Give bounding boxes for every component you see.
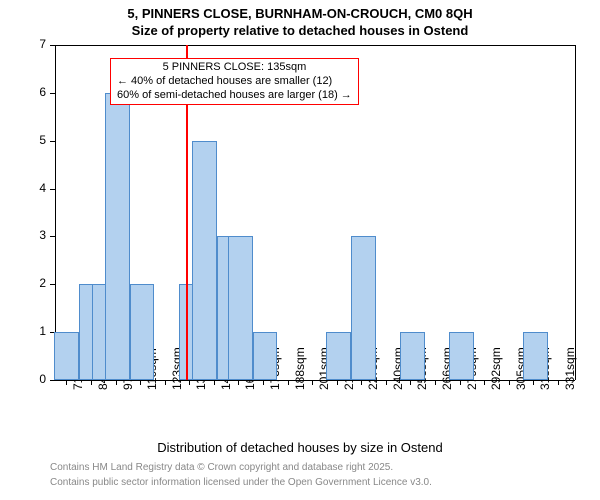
y-tick-label: 7	[0, 37, 46, 51]
footer-line2: Contains public sector information licen…	[50, 477, 432, 488]
histogram-bar	[351, 236, 376, 380]
annotation-line2: ← 40% of detached houses are smaller (12…	[117, 75, 352, 89]
x-tick	[361, 380, 362, 385]
y-tick-label: 3	[0, 228, 46, 242]
y-tick-label: 2	[0, 276, 46, 290]
histogram-bar	[192, 141, 217, 380]
x-axis-label: Distribution of detached houses by size …	[0, 440, 600, 455]
annotation-line3: 60% of semi-detached houses are larger (…	[117, 89, 352, 103]
histogram-bar	[228, 236, 253, 380]
x-tick-label: 292sqm	[489, 347, 503, 390]
x-tick	[66, 380, 67, 385]
x-tick	[263, 380, 264, 385]
x-axis-line-top	[55, 45, 575, 46]
x-tick	[337, 380, 338, 385]
x-tick	[410, 380, 411, 385]
x-tick	[238, 380, 239, 385]
x-tick	[435, 380, 436, 385]
y-tick	[50, 141, 55, 142]
histogram-bar	[54, 332, 79, 380]
y-tick	[50, 236, 55, 237]
x-tick	[460, 380, 461, 385]
x-tick-label: 331sqm	[563, 347, 577, 390]
x-tick	[214, 380, 215, 385]
histogram-bar	[253, 332, 278, 380]
footer-line1: Contains HM Land Registry data © Crown c…	[50, 462, 393, 473]
histogram-bar	[523, 332, 548, 380]
x-tick	[484, 380, 485, 385]
annotation-box: 5 PINNERS CLOSE: 135sqm← 40% of detached…	[110, 58, 359, 105]
x-tick	[288, 380, 289, 385]
chart-title-line2: Size of property relative to detached ho…	[0, 23, 600, 38]
chart-container: { "title_line1": "5, PINNERS CLOSE, BURN…	[0, 0, 600, 500]
y-tick-label: 4	[0, 181, 46, 195]
x-tick	[116, 380, 117, 385]
histogram-bar	[130, 284, 155, 380]
histogram-bar	[105, 93, 130, 380]
x-tick	[140, 380, 141, 385]
y-tick	[50, 93, 55, 94]
annotation-line1: 5 PINNERS CLOSE: 135sqm	[117, 61, 352, 75]
y-tick	[50, 284, 55, 285]
x-tick	[312, 380, 313, 385]
y-tick-label: 1	[0, 324, 46, 338]
y-tick	[50, 189, 55, 190]
y-tick-label: 0	[0, 372, 46, 386]
y-tick-label: 5	[0, 133, 46, 147]
x-tick	[165, 380, 166, 385]
y-axis-line	[55, 45, 56, 380]
x-tick-label: 188sqm	[293, 347, 307, 390]
histogram-bar	[326, 332, 351, 380]
chart-title-line1: 5, PINNERS CLOSE, BURNHAM-ON-CROUCH, CM0…	[0, 6, 600, 21]
y-tick	[50, 380, 55, 381]
histogram-bar	[449, 332, 474, 380]
x-tick	[558, 380, 559, 385]
x-tick	[509, 380, 510, 385]
histogram-bar	[400, 332, 425, 380]
x-tick	[386, 380, 387, 385]
x-tick	[91, 380, 92, 385]
y-tick	[50, 45, 55, 46]
y-tick-label: 6	[0, 85, 46, 99]
x-tick	[533, 380, 534, 385]
y-axis-line-right	[575, 45, 576, 380]
x-tick	[189, 380, 190, 385]
